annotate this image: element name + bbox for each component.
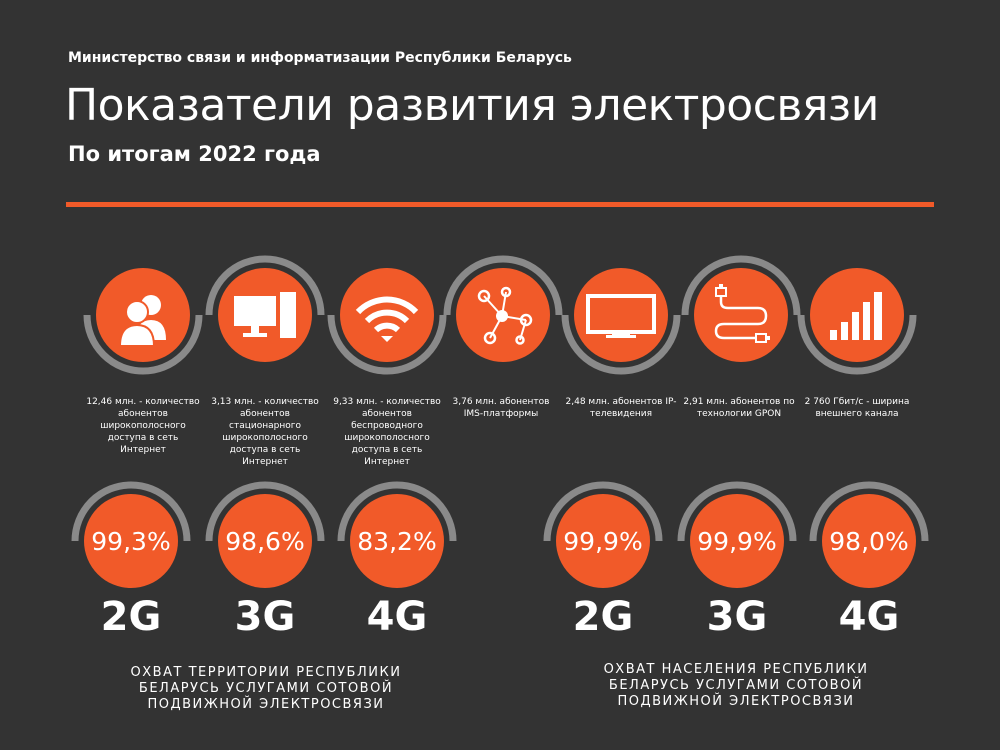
- territory-coverage-3g: 98,6% 3G: [200, 476, 330, 646]
- decorative-arc: [327, 314, 447, 375]
- users-icon: [118, 295, 166, 347]
- fiber-cable-icon: [714, 284, 770, 343]
- stat-wireless-broadband: [322, 250, 452, 380]
- stat-gpon: [676, 250, 806, 380]
- decorative-arc: [83, 314, 203, 375]
- decorative-arc: [809, 481, 929, 542]
- stat-ims: [438, 250, 568, 380]
- decorative-arc: [543, 481, 663, 542]
- population-coverage-4g: 98,0% 4G: [804, 476, 934, 646]
- network-nodes-icon: [477, 286, 533, 345]
- title-divider: [66, 202, 934, 207]
- population-coverage-2g: 99,9% 2G: [538, 476, 668, 646]
- coverage-percent: 99,3%: [91, 526, 171, 556]
- coverage-percent: 98,6%: [225, 526, 305, 556]
- stat-fixed-broadband: [200, 250, 330, 380]
- stat-external-channel: [792, 250, 922, 380]
- stat-iptv: [556, 250, 686, 380]
- decorative-arc: [205, 481, 325, 542]
- territory-coverage-2g: 99,3% 2G: [66, 476, 196, 646]
- territory-coverage-caption: ОХВАТ ТЕРРИТОРИИ РЕСПУБЛИКИ БЕЛАРУСЬ УСЛ…: [130, 665, 402, 712]
- organization-name: Министерство связи и информатизации Респ…: [68, 50, 572, 66]
- tv-screen-icon: [586, 294, 656, 338]
- decorative-arc: [681, 255, 801, 316]
- decorative-arc: [677, 481, 797, 542]
- coverage-percent: 98,0%: [829, 526, 909, 556]
- decorative-arc: [337, 481, 457, 542]
- generation-label: 3G: [234, 594, 296, 640]
- signal-bars-icon: [830, 292, 882, 340]
- stat-caption-ims: 3,76 млн. абонентов IMS-платформы: [452, 397, 550, 419]
- stat-caption-iptv: 2,48 млн. абонентов IP-телевидения: [565, 397, 677, 419]
- stat-caption-wireless-broadband: 9,33 млн. - количество абонентов беспров…: [333, 397, 441, 467]
- decorative-arc: [443, 255, 563, 316]
- stat-caption-users: 12,46 млн. - количество абонентов широко…: [86, 397, 200, 455]
- stat-caption-external-channel: 2 760 Гбит/с - ширина внешнего канала: [804, 397, 910, 419]
- decorative-arc: [561, 314, 681, 375]
- coverage-percent: 83,2%: [357, 526, 437, 556]
- stat-caption-gpon: 2,91 млн. абонентов по технологии GPON: [683, 397, 795, 419]
- population-coverage-3g: 99,9% 3G: [672, 476, 802, 646]
- generation-label: 4G: [366, 594, 428, 640]
- decorative-arc: [205, 255, 325, 316]
- decorative-arc: [797, 314, 917, 375]
- desktop-computer-icon: [234, 292, 296, 338]
- decorative-arc: [71, 481, 191, 542]
- generation-label: 4G: [838, 594, 900, 640]
- generation-label: 2G: [100, 594, 162, 640]
- stat-caption-fixed-broadband: 3,13 млн. - количество абонентов стацион…: [211, 397, 319, 467]
- generation-label: 2G: [572, 594, 634, 640]
- population-coverage-caption: ОХВАТ НАСЕЛЕНИЯ РЕСПУБЛИКИ БЕЛАРУСЬ УСЛУ…: [603, 662, 869, 709]
- generation-label: 3G: [706, 594, 768, 640]
- territory-coverage-4g: 83,2% 4G: [332, 476, 462, 646]
- coverage-percent: 99,9%: [697, 526, 777, 556]
- coverage-percent: 99,9%: [563, 526, 643, 556]
- stat-users: [78, 250, 208, 380]
- page-subtitle: По итогам 2022 года: [68, 142, 321, 166]
- page-title: Показатели развития электросвязи: [65, 80, 879, 131]
- wifi-icon: [355, 296, 419, 342]
